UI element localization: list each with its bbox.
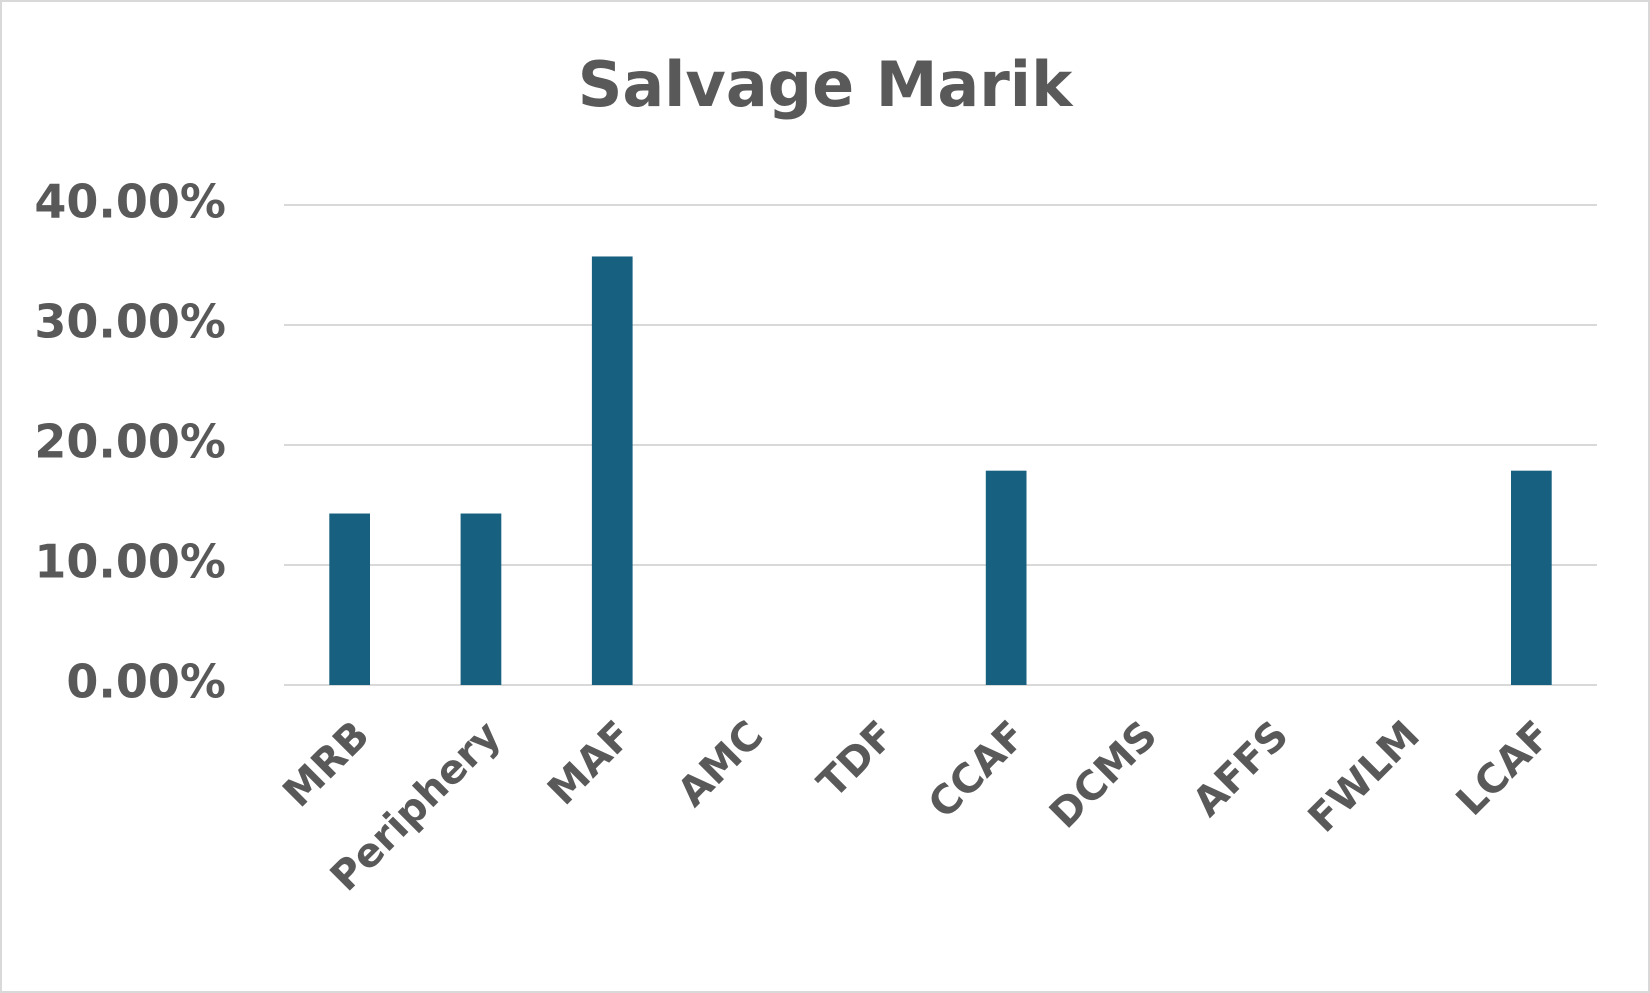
bar: [1510, 470, 1552, 685]
y-tick-label: 40.00%: [34, 175, 226, 229]
chart-title: Salvage Marik: [578, 48, 1074, 121]
y-tick-label: 0.00%: [66, 655, 226, 709]
y-tick-label: 10.00%: [34, 535, 226, 589]
bar: [329, 513, 371, 685]
y-tick-label: 20.00%: [34, 415, 226, 469]
bar: [460, 513, 502, 685]
bar: [985, 470, 1027, 685]
y-tick-label: 30.00%: [34, 295, 226, 349]
bar: [591, 256, 633, 685]
